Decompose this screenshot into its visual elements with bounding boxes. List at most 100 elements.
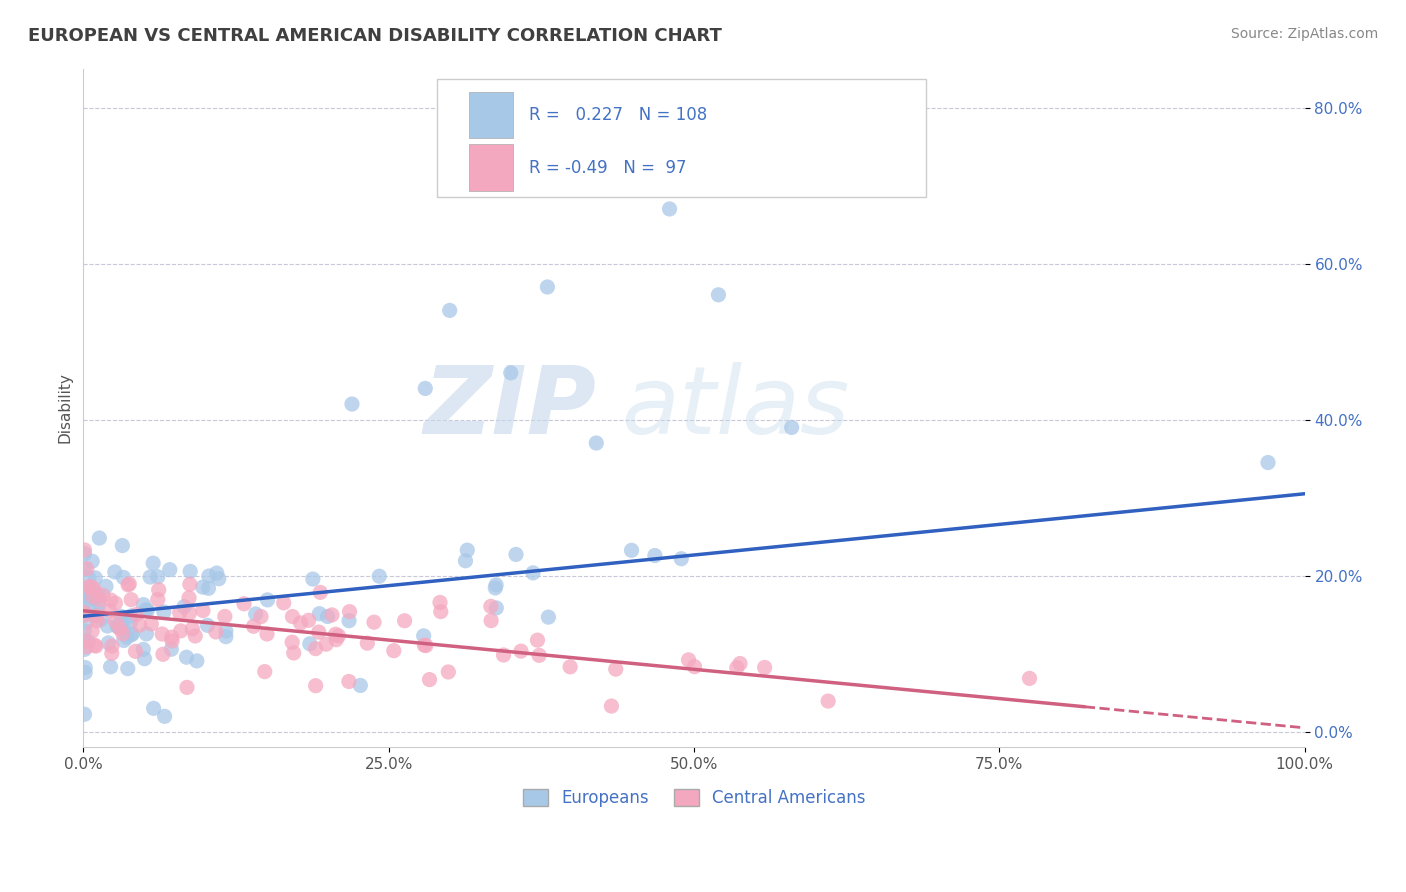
Point [169,606,191,620]
Text: atlas: atlas [620,362,849,453]
Point [141,617,163,632]
Point [456,543,478,558]
Point [150,627,173,641]
Point [485,578,508,592]
Point [325,627,347,641]
Point [84,592,107,607]
Point [142,556,165,570]
Point [191,580,214,594]
Point [80,591,103,606]
Point [73,606,96,620]
Point [215,630,238,644]
Point [76,589,98,603]
Point [197,618,219,632]
Point [585,436,607,450]
Point [84,639,107,653]
Point [73,642,96,657]
Point [179,577,201,591]
Point [281,609,304,624]
Point [108,621,131,635]
Point [184,629,207,643]
Point [437,665,460,679]
Point [1018,672,1040,686]
Point [73,585,96,599]
Point [100,593,122,607]
Point [305,679,328,693]
Point [308,607,330,621]
Point [90,612,112,626]
Point [132,598,155,612]
Point [73,582,96,596]
Point [181,622,204,636]
Point [89,531,111,545]
Point [121,627,143,641]
Point [135,603,157,617]
FancyBboxPatch shape [437,78,927,197]
Point [214,609,236,624]
Point [76,640,98,654]
Point [146,592,169,607]
Point [245,607,267,621]
Point [100,660,122,674]
Point [73,607,96,622]
Point [118,577,141,591]
Point [454,554,477,568]
Point [479,599,502,614]
Point [101,639,124,653]
Point [368,569,391,583]
Point [86,589,108,603]
Point [124,644,146,658]
Point [87,603,110,617]
Point [159,563,181,577]
Point [112,633,135,648]
Point [139,570,162,584]
Point [104,615,127,629]
Point [160,634,183,648]
Point [170,624,193,638]
Point [328,629,350,643]
Point [86,609,108,624]
Point [87,597,110,611]
Point [297,613,319,627]
Point [100,646,122,660]
Point [120,615,142,630]
Point [153,709,176,723]
Point [754,660,776,674]
Point [97,636,120,650]
Point [105,619,128,633]
Point [179,565,201,579]
Point [536,280,558,294]
Point [146,570,169,584]
Point [337,674,360,689]
Point [132,642,155,657]
Point [382,643,405,657]
Point [73,604,96,618]
Point [173,599,195,614]
Point [728,657,751,671]
Point [110,616,132,631]
Point [91,588,114,602]
Point [349,678,371,692]
Point [321,607,343,622]
Point [87,589,110,603]
Point [290,615,312,630]
Point [308,625,330,640]
Point [176,650,198,665]
Point [413,381,436,395]
Point [315,637,337,651]
Point [707,287,730,301]
Point [112,570,135,584]
Point [283,646,305,660]
Point [316,609,339,624]
Point [104,565,127,579]
Point [205,624,228,639]
Point [177,591,200,605]
Point [413,638,436,652]
Point [77,634,100,648]
Text: R =   0.227   N = 108: R = 0.227 N = 108 [529,106,707,124]
Point [1257,456,1279,470]
Point [120,592,142,607]
Point [191,603,214,617]
Point [484,581,506,595]
Point [510,644,533,658]
